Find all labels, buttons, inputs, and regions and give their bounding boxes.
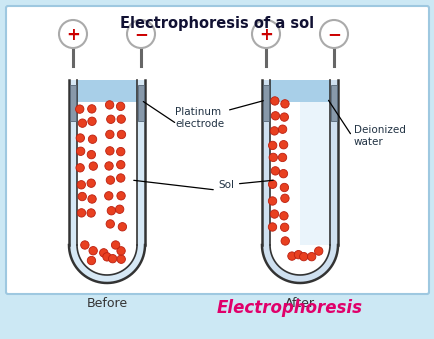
Circle shape bbox=[270, 210, 278, 218]
Circle shape bbox=[293, 251, 302, 259]
Circle shape bbox=[106, 176, 114, 184]
Circle shape bbox=[268, 141, 276, 149]
Circle shape bbox=[104, 192, 113, 200]
Circle shape bbox=[299, 253, 307, 261]
Circle shape bbox=[279, 212, 287, 220]
Circle shape bbox=[280, 223, 288, 232]
Circle shape bbox=[280, 237, 289, 245]
Circle shape bbox=[77, 181, 85, 189]
Text: Electrophoresis of a sol: Electrophoresis of a sol bbox=[120, 16, 313, 31]
Text: Deionized
water: Deionized water bbox=[353, 125, 405, 147]
Text: Platinum
electrode: Platinum electrode bbox=[174, 101, 263, 129]
Bar bbox=[330, 85, 336, 121]
Circle shape bbox=[127, 20, 155, 48]
Circle shape bbox=[80, 241, 89, 249]
Circle shape bbox=[268, 197, 276, 205]
Bar bbox=[263, 85, 268, 121]
Circle shape bbox=[59, 20, 87, 48]
Circle shape bbox=[87, 105, 96, 113]
Circle shape bbox=[87, 179, 95, 187]
Circle shape bbox=[111, 241, 119, 249]
Circle shape bbox=[279, 170, 287, 178]
Text: +: + bbox=[66, 25, 80, 43]
Circle shape bbox=[105, 101, 114, 109]
Text: +: + bbox=[259, 25, 272, 43]
Circle shape bbox=[279, 113, 288, 121]
Polygon shape bbox=[69, 80, 145, 283]
Polygon shape bbox=[261, 80, 337, 283]
Circle shape bbox=[88, 117, 96, 125]
Circle shape bbox=[278, 153, 286, 162]
Circle shape bbox=[319, 20, 347, 48]
Text: Sol: Sol bbox=[217, 180, 273, 190]
Circle shape bbox=[280, 100, 289, 108]
Circle shape bbox=[87, 256, 95, 265]
Circle shape bbox=[105, 147, 114, 155]
Circle shape bbox=[76, 105, 84, 113]
Circle shape bbox=[279, 141, 287, 149]
Circle shape bbox=[117, 192, 125, 200]
Circle shape bbox=[118, 223, 126, 231]
Text: −: − bbox=[326, 25, 340, 43]
Bar bbox=[299, 80, 329, 245]
Circle shape bbox=[117, 247, 125, 255]
Circle shape bbox=[99, 248, 108, 257]
Circle shape bbox=[251, 20, 279, 48]
Circle shape bbox=[268, 180, 276, 188]
Circle shape bbox=[287, 252, 296, 260]
Circle shape bbox=[89, 246, 97, 255]
Circle shape bbox=[76, 147, 85, 156]
Circle shape bbox=[314, 247, 322, 255]
Bar bbox=[77, 80, 107, 102]
Circle shape bbox=[270, 127, 278, 135]
Circle shape bbox=[108, 255, 117, 263]
Circle shape bbox=[78, 192, 86, 201]
Circle shape bbox=[278, 125, 286, 133]
Text: Electrophoresis: Electrophoresis bbox=[217, 299, 362, 317]
Circle shape bbox=[88, 135, 96, 143]
Bar bbox=[299, 80, 329, 102]
Circle shape bbox=[107, 206, 115, 215]
Circle shape bbox=[76, 164, 84, 172]
Circle shape bbox=[117, 130, 125, 139]
Circle shape bbox=[88, 195, 96, 203]
Circle shape bbox=[89, 162, 97, 170]
Circle shape bbox=[78, 119, 86, 127]
Circle shape bbox=[105, 162, 113, 170]
Circle shape bbox=[116, 160, 125, 169]
Text: −: − bbox=[134, 25, 148, 43]
Circle shape bbox=[116, 174, 125, 182]
Text: Before: Before bbox=[86, 297, 127, 310]
Circle shape bbox=[269, 153, 277, 162]
Circle shape bbox=[106, 115, 115, 123]
Text: After: After bbox=[284, 297, 314, 310]
Circle shape bbox=[270, 97, 278, 105]
Circle shape bbox=[280, 194, 289, 202]
Circle shape bbox=[76, 134, 84, 142]
Circle shape bbox=[307, 253, 315, 261]
Circle shape bbox=[116, 102, 125, 111]
Circle shape bbox=[87, 151, 95, 159]
Circle shape bbox=[270, 167, 279, 175]
Circle shape bbox=[268, 223, 276, 231]
Bar bbox=[270, 80, 299, 102]
Bar bbox=[70, 85, 76, 121]
Circle shape bbox=[116, 147, 125, 156]
FancyBboxPatch shape bbox=[6, 6, 428, 294]
Circle shape bbox=[117, 255, 125, 263]
Circle shape bbox=[279, 183, 288, 192]
Circle shape bbox=[105, 130, 114, 139]
Circle shape bbox=[87, 209, 95, 217]
Circle shape bbox=[102, 253, 111, 261]
Circle shape bbox=[117, 115, 125, 123]
Circle shape bbox=[77, 209, 85, 217]
Bar bbox=[107, 80, 137, 102]
Circle shape bbox=[115, 205, 124, 214]
Circle shape bbox=[270, 112, 279, 120]
Bar bbox=[138, 85, 144, 121]
Circle shape bbox=[106, 220, 114, 228]
